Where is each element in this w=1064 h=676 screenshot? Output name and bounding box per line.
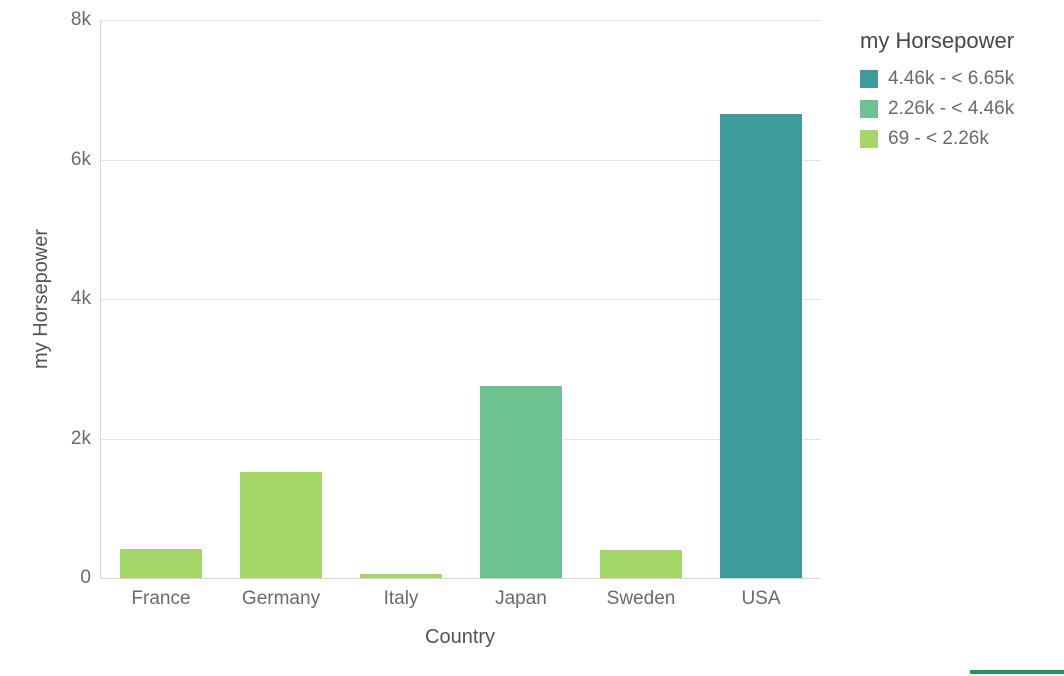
- bar[interactable]: [480, 386, 562, 578]
- y-tick-label: 4k: [71, 288, 101, 310]
- legend-item-label: 4.46k - < 6.65k: [888, 68, 1014, 90]
- legend-item-label: 69 - < 2.26k: [888, 128, 989, 150]
- bar[interactable]: [120, 549, 202, 578]
- gridline: [101, 20, 821, 21]
- bar[interactable]: [240, 472, 322, 578]
- y-tick-label: 6k: [71, 149, 101, 171]
- legend: my Horsepower 4.46k - < 6.65k 2.26k - < 4…: [860, 28, 1014, 158]
- x-tick-label: Sweden: [607, 578, 676, 610]
- y-tick-label: 0: [80, 567, 101, 589]
- x-tick-label: Italy: [384, 578, 419, 610]
- x-tick-label: France: [131, 578, 190, 610]
- gridline: [101, 160, 821, 161]
- gridline: [101, 299, 821, 300]
- legend-swatch: [860, 70, 878, 88]
- y-tick-label: 8k: [71, 9, 101, 31]
- x-tick-label: Japan: [495, 578, 547, 610]
- accent-bar: [970, 670, 1064, 674]
- legend-swatch: [860, 130, 878, 148]
- bar[interactable]: [600, 550, 682, 578]
- x-tick-label: Germany: [242, 578, 320, 610]
- gridline: [101, 439, 821, 440]
- chart-container: 0 2k 4k 6k 8k France Germany Italy Japan Sweden US…: [0, 0, 1064, 676]
- x-axis-title: Country: [425, 626, 495, 649]
- plot-area: 02k4k6k8kFranceGermanyItalyJapanSwedenUS…: [100, 20, 821, 579]
- legend-title: my Horsepower: [860, 28, 1014, 54]
- y-tick-label: 2k: [71, 428, 101, 450]
- y-axis-title: my Horsepower: [30, 229, 53, 369]
- legend-item[interactable]: 69 - < 2.26k: [860, 128, 1014, 150]
- legend-swatch: [860, 100, 878, 118]
- legend-item[interactable]: 4.46k - < 6.65k: [860, 68, 1014, 90]
- legend-item-label: 2.26k - < 4.46k: [888, 98, 1014, 120]
- x-tick-label: USA: [741, 578, 780, 610]
- bar[interactable]: [720, 114, 802, 578]
- legend-item[interactable]: 2.26k - < 4.46k: [860, 98, 1014, 120]
